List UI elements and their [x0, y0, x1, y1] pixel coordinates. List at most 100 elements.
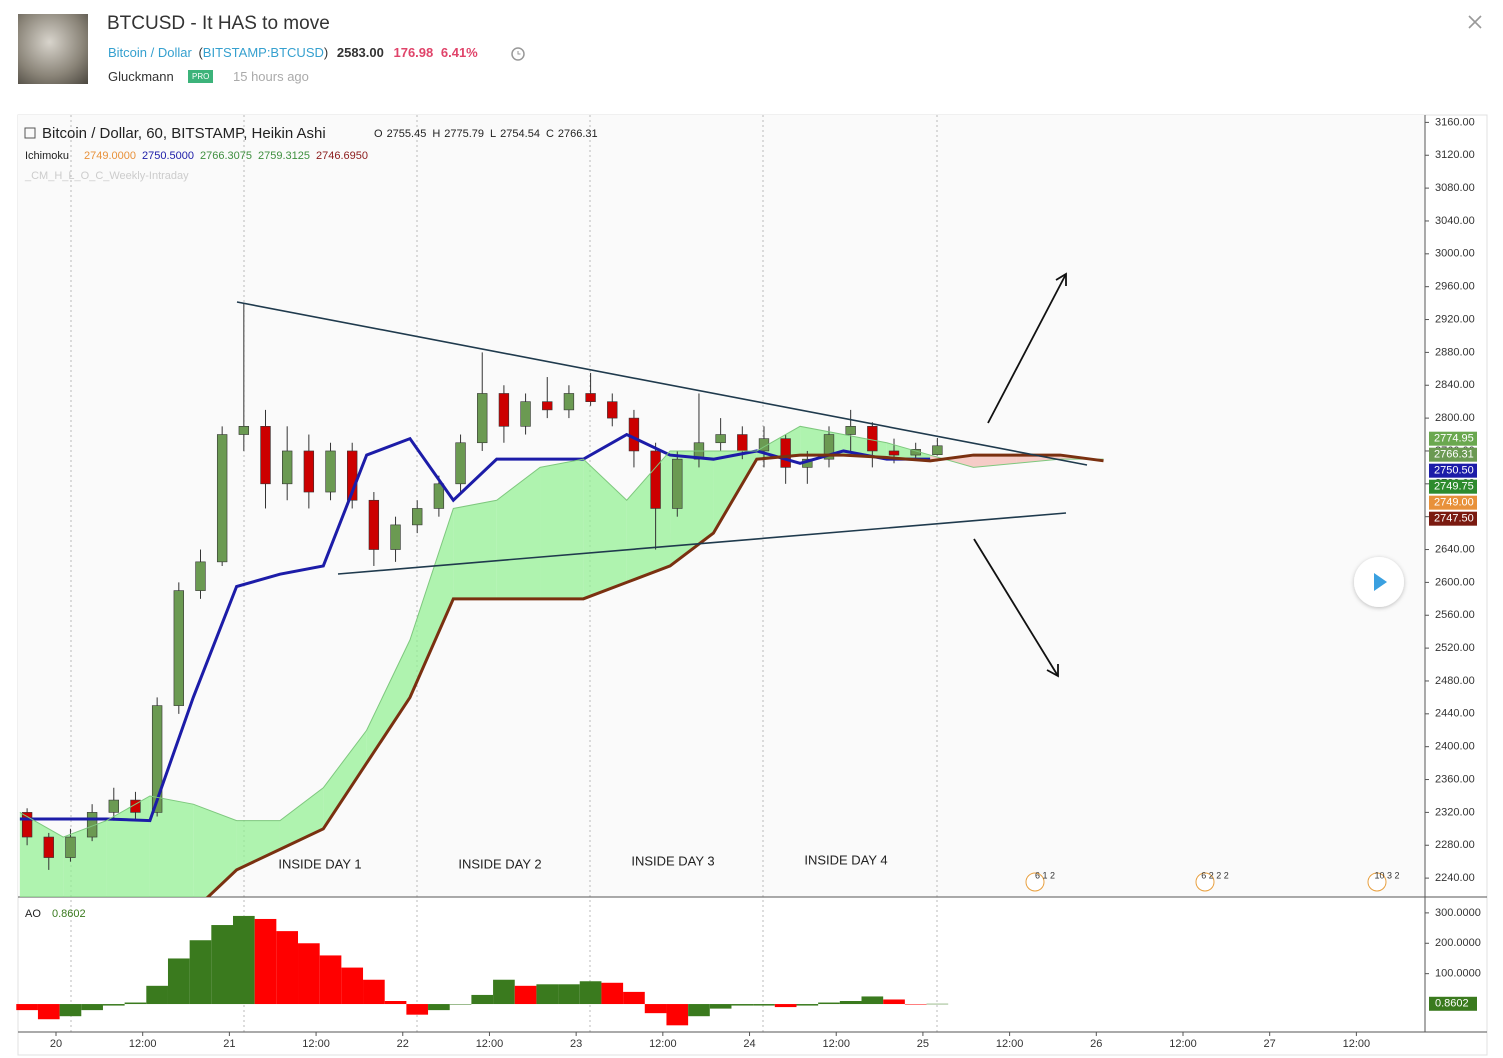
ao-bar — [536, 984, 559, 1005]
candle-body — [303, 450, 315, 493]
candle-body — [542, 401, 553, 411]
cloud — [453, 500, 497, 599]
ao-bar — [514, 985, 537, 1005]
indicator-value: 2749.0000 — [84, 150, 136, 162]
ao-bar — [363, 979, 385, 1005]
x-tick-label: 20 — [50, 1038, 62, 1050]
avatar — [18, 14, 88, 84]
ao-bar — [59, 1004, 82, 1017]
cloud — [973, 455, 1017, 468]
x-tick-label: 25 — [917, 1038, 929, 1050]
author[interactable]: Gluckmann — [108, 69, 174, 84]
indicator-value: 2746.6950 — [316, 150, 368, 162]
paren: ( — [198, 45, 203, 60]
ao-bar — [449, 1004, 472, 1005]
symbol-code[interactable]: BITSTAMP:BTCUSD — [202, 45, 324, 60]
ao-bar — [428, 1004, 450, 1011]
ohlc-label: O — [374, 128, 383, 140]
play-button[interactable] — [1354, 557, 1404, 607]
y-tick-label: 2360.00 — [1435, 773, 1475, 785]
ohlc-label: C — [546, 128, 554, 140]
event-label: 6 2 2 2 — [1201, 870, 1229, 880]
candle-body — [260, 426, 271, 485]
ao-bar — [709, 1004, 732, 1009]
indicator-label: Ichimoku — [25, 150, 69, 162]
x-tick-label: 12:00 — [476, 1038, 504, 1050]
ao-bar — [37, 1004, 60, 1020]
candle-body — [455, 442, 466, 485]
price-tag-label: 2749.00 — [1434, 497, 1474, 509]
candle-body — [607, 401, 618, 419]
candle-body — [477, 393, 488, 444]
ao-bar — [883, 999, 905, 1005]
ao-bar — [102, 1004, 125, 1006]
y-tick-label: 2400.00 — [1435, 741, 1475, 753]
ao-value: 0.8602 — [52, 908, 86, 920]
y-tick-label: 2800.00 — [1435, 412, 1475, 424]
arrows — [973, 272, 1067, 678]
idea-title: BTCUSD - It HAS to move — [107, 13, 330, 34]
ao-bar — [601, 982, 624, 1005]
pro-badge: PRO — [188, 70, 214, 83]
ao-bar — [406, 1004, 429, 1015]
y-tick-label: 2560.00 — [1435, 609, 1475, 621]
alarm-icon[interactable] — [508, 43, 528, 63]
y-tick-label: 2280.00 — [1435, 839, 1475, 851]
ohlc-label: H — [432, 128, 440, 140]
candle-body — [867, 426, 878, 452]
cloud — [540, 459, 584, 599]
ao-label: AO — [25, 908, 41, 920]
ao-bar — [558, 984, 580, 1005]
ao-tick-label: 200.0000 — [1435, 937, 1481, 949]
x-tick-label: 24 — [743, 1038, 755, 1050]
cloud — [193, 804, 237, 897]
event-badge — [1195, 872, 1215, 892]
price-tag-label: 2747.50 — [1434, 513, 1474, 525]
x-tick-label: 23 — [570, 1038, 582, 1050]
ao-bar — [753, 1004, 775, 1006]
ichimoku-line — [19, 425, 1104, 838]
candle-body — [520, 401, 531, 427]
indicator-value: 2766.3075 — [200, 150, 252, 162]
candle-body — [21, 812, 33, 838]
indicator-label: _CM_H_L_O_C_Weekly-Intraday — [24, 170, 189, 182]
symbol-name[interactable]: Bitcoin / Dollar — [108, 45, 192, 60]
candle-body — [737, 434, 748, 452]
ao-bar — [167, 958, 190, 1005]
annotation: INSIDE DAY 3 — [631, 853, 714, 868]
event-badge — [1025, 872, 1045, 892]
indicator-value: 2750.5000 — [142, 150, 194, 162]
candle-body — [715, 434, 726, 444]
event-badge — [1367, 872, 1387, 892]
cloud — [366, 639, 410, 764]
x-tick-label: 12:00 — [649, 1038, 677, 1050]
ao-tag — [1429, 996, 1477, 1011]
cloud — [409, 508, 454, 698]
annotation: INSIDE DAY 4 — [804, 852, 887, 867]
x-tick-label: 12:00 — [1169, 1038, 1197, 1050]
candle-body — [195, 561, 206, 591]
ao-bar — [493, 979, 515, 1005]
ao-bar — [232, 915, 255, 1005]
close-button[interactable] — [1467, 14, 1483, 30]
symbol-line: Bitcoin / Dollar (BITSTAMP:BTCUSD) 2583.… — [108, 45, 478, 60]
price-tag-label: 2749.75 — [1434, 481, 1474, 493]
ohlc-label: L — [490, 128, 496, 140]
price-tag-label: 2750.50 — [1434, 465, 1474, 477]
candle-body — [412, 508, 423, 526]
ohlc-value: 2766.31 — [558, 128, 598, 140]
x-tick-label: 26 — [1090, 1038, 1102, 1050]
ichimoku-line — [205, 453, 1104, 897]
candle-body — [151, 705, 163, 813]
candle-body — [216, 434, 228, 563]
y-tick-label: 2880.00 — [1435, 346, 1475, 358]
cloud — [886, 442, 931, 461]
ao-bar — [254, 918, 277, 1005]
candle-body — [368, 499, 380, 550]
ao-bar — [384, 1001, 407, 1005]
y-tick-label: 3040.00 — [1435, 215, 1475, 227]
price-tag — [1429, 479, 1477, 494]
y-tick-label: 2440.00 — [1435, 708, 1475, 720]
